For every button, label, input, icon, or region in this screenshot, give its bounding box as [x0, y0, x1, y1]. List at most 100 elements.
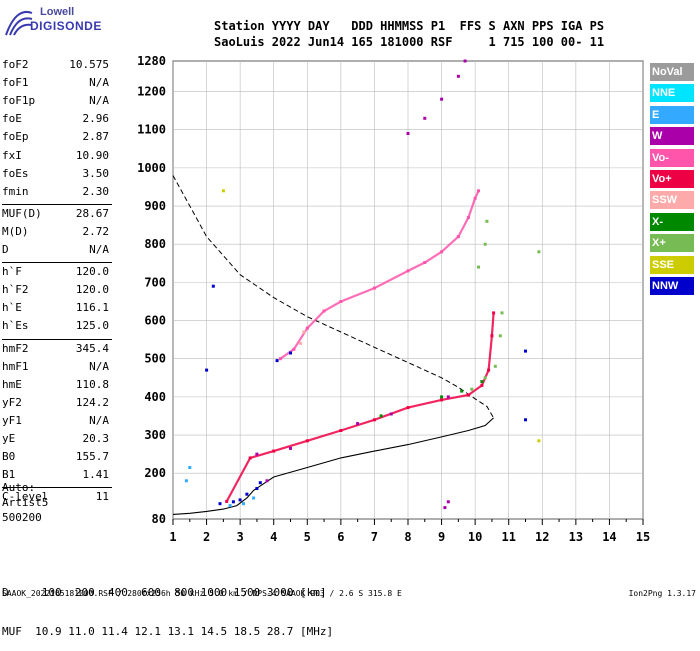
param-row: D N/A — [2, 242, 112, 260]
echo-point — [537, 439, 541, 443]
param-value: 2.30 — [82, 184, 110, 198]
param-separator — [2, 203, 112, 205]
param-value: 10.90 — [75, 148, 109, 162]
param-key: foE — [2, 112, 22, 126]
file-info-footer: SAAOK_2022165181000.RSF / 280fx256h 50 k… — [2, 589, 402, 598]
param-row: M(D) 2.72 — [2, 224, 112, 242]
echo-point — [372, 418, 376, 422]
echo-point — [473, 196, 477, 200]
param-row: C-level 11 — [2, 489, 112, 507]
param-row: foEs 3.50 — [2, 166, 112, 184]
y-tick-label: 200 — [144, 466, 166, 480]
param-value: 345.4 — [75, 341, 109, 355]
x-tick-label: 15 — [636, 530, 650, 544]
param-value: 28.67 — [75, 206, 109, 220]
y-tick-label: 600 — [144, 314, 166, 328]
y-tick-label: 900 — [144, 199, 166, 213]
param-row: foF1p N/A — [2, 93, 112, 111]
param-row: foEp 2.87 — [2, 129, 112, 147]
param-key: foEs — [2, 166, 29, 180]
param-row: foF2 10.575 — [2, 57, 112, 75]
param-key: B0 — [2, 450, 16, 464]
param-row: fmin 2.30 — [2, 184, 112, 202]
y-tick-label: 800 — [144, 237, 166, 251]
legend-item-x: X+ — [650, 234, 694, 253]
echo-point — [423, 116, 427, 120]
echo-point — [265, 479, 269, 483]
echo-point — [245, 492, 249, 496]
echo-point — [524, 418, 527, 422]
echo-point — [238, 498, 242, 502]
x-tick-label: 14 — [602, 530, 616, 544]
param-key: MUF(D) — [2, 206, 42, 220]
param-key: hmE — [2, 377, 22, 391]
echo-point — [492, 311, 496, 315]
logo-digisonde: DIGISONDE — [30, 19, 102, 33]
param-value: N/A — [89, 243, 109, 256]
param-key: h`F2 — [2, 283, 29, 297]
echo-point — [339, 300, 343, 303]
echo-point — [456, 74, 460, 78]
param-row: h`F2 120.0 — [2, 282, 112, 300]
param-row: yF1 N/A — [2, 413, 112, 431]
echo-point — [205, 368, 209, 372]
param-key: D — [2, 243, 9, 256]
x-tick-label: 7 — [371, 530, 378, 544]
echo-point — [289, 446, 292, 450]
param-value: N/A — [89, 76, 109, 90]
echo-point — [255, 487, 259, 490]
param-row: foF1 N/A — [2, 75, 112, 93]
echo-point — [493, 364, 497, 368]
param-separator — [2, 338, 112, 340]
param-value: 2.96 — [82, 112, 110, 126]
param-value: 120.0 — [75, 265, 109, 279]
echo-point — [258, 481, 262, 485]
echo-point — [188, 466, 192, 469]
param-separator — [2, 487, 112, 489]
echo-point — [252, 496, 256, 500]
x-tick-label: 11 — [501, 530, 515, 544]
legend-item-e: E — [650, 105, 694, 124]
ionogram-chart: 1 2 3 4 5 6 7 8 9 10 11 12 13 14 158020030040050060070… — [137, 54, 650, 544]
echo-point — [466, 393, 470, 397]
x-tick-label: 6 — [337, 530, 344, 544]
param-row: B1 1.41 — [2, 467, 112, 485]
echo-point — [466, 216, 470, 219]
y-tick-label: 1200 — [137, 85, 166, 99]
echo-point — [406, 269, 410, 273]
param-key: h`Es — [2, 319, 29, 333]
polarization-legend: NoVal NNE E W Vo- Vo+ SSW X- X+ SSE NNW — [650, 63, 694, 298]
x-tick-label: 2 — [203, 530, 210, 544]
echo-point — [339, 429, 343, 432]
echo-point — [480, 380, 484, 384]
param-value: 10.575 — [69, 58, 109, 71]
legend-item-vo: Vo+ — [650, 169, 694, 188]
param-row: yF2 124.2 — [2, 395, 112, 413]
echo-point — [255, 452, 259, 456]
echo-point — [278, 357, 282, 361]
echo-point — [305, 439, 309, 443]
echo-point — [440, 250, 444, 254]
param-value: 116.1 — [75, 301, 109, 315]
echo-point — [446, 395, 450, 399]
param-row: hmF1 N/A — [2, 359, 112, 377]
x-tick-label: 3 — [237, 530, 244, 544]
echo-point — [372, 286, 376, 290]
param-value: 1.41 — [82, 468, 110, 482]
echo-point — [406, 406, 410, 410]
auto-code: 500200 — [2, 511, 42, 524]
param-key: foF2 — [2, 58, 29, 71]
x-tick-label: 8 — [404, 530, 411, 544]
echo-point — [225, 499, 229, 503]
param-value: 2.87 — [82, 130, 110, 144]
echo-point — [477, 265, 480, 269]
legend-item-x: X- — [650, 212, 694, 231]
echo-point — [302, 330, 306, 334]
legend-item-sse: SSE — [650, 255, 694, 274]
param-key: foF1p — [2, 94, 36, 108]
software-version: Ion2Png 1.3.17 — [628, 589, 696, 598]
param-key: B1 — [2, 468, 16, 482]
legend-item-nne: NNE — [650, 84, 694, 103]
echo-point — [446, 500, 450, 504]
echo-point — [440, 395, 444, 399]
